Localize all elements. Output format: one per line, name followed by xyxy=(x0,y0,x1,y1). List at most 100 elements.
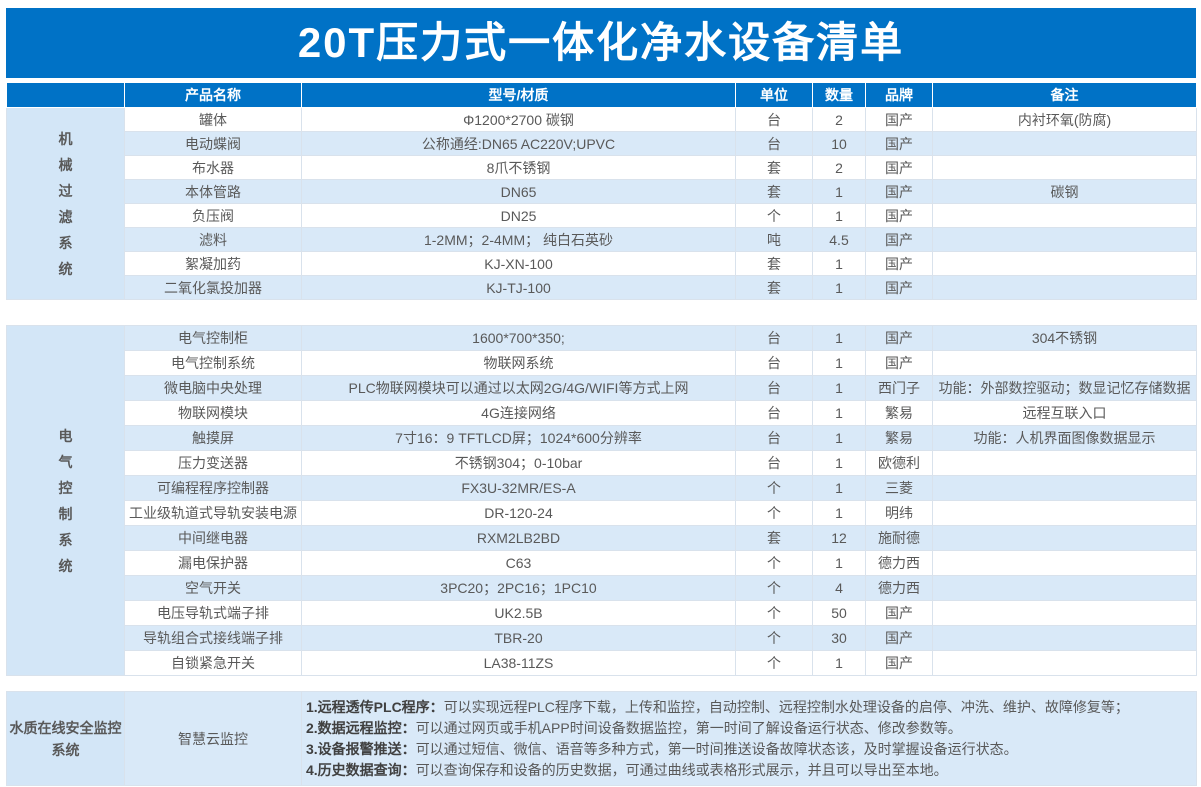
cell-unit: 个 xyxy=(735,625,813,651)
cell-brand: 国产 xyxy=(865,107,933,132)
cell-unit: 个 xyxy=(735,500,813,526)
cell-brand: 国产 xyxy=(865,179,933,204)
table-row: 微电脑中央处理 PLC物联网模块可以通过以太网2G/4G/WIFI等方式上网 台… xyxy=(7,375,1197,401)
cell-unit: 台 xyxy=(735,400,813,426)
cell-brand: 国产 xyxy=(865,325,933,351)
table-row: 电压导轨式端子排 UK2.5B 个 50 国产 xyxy=(7,600,1197,626)
cell-note xyxy=(932,475,1197,501)
table-row: 本体管路 DN65 套 1 国产 碳钢 xyxy=(7,179,1197,204)
cell-note xyxy=(932,450,1197,476)
cell-unit: 台 xyxy=(735,107,813,132)
column-header-brand: 品牌 xyxy=(865,82,933,108)
monitoring-table: 水质在线安全监控系统 智慧云监控 1.远程透传PLC程序：可以实现远程PLC程序… xyxy=(6,691,1197,786)
cell-qty: 1 xyxy=(812,450,866,476)
table-row: 布水器 8爪不锈钢 套 2 国产 xyxy=(7,155,1197,180)
table-row: 可编程程序控制器 FX3U-32MR/ES-A 个 1 三菱 xyxy=(7,475,1197,501)
cell-brand: 德力西 xyxy=(865,550,933,576)
cell-brand: 明纬 xyxy=(865,500,933,526)
cell-unit: 个 xyxy=(735,550,813,576)
table-row: 空气开关 3PC20；2PC16；1PC10 个 4 德力西 xyxy=(7,575,1197,601)
cell-name: 触摸屏 xyxy=(124,425,302,451)
table-row: 工业级轨道式导轨安装电源 DR-120-24 个 1 明纬 xyxy=(7,500,1197,526)
cell-name: 本体管路 xyxy=(124,179,302,204)
cell-model: 4G连接网络 xyxy=(301,400,736,426)
cell-model: KJ-XN-100 xyxy=(301,251,736,276)
cell-brand: 国产 xyxy=(865,251,933,276)
table-row: 机械过滤系统 罐体 Φ1200*2700 碳钢 台 2 国产 内衬环氧(防腐) xyxy=(6,107,1197,300)
cell-qty: 2 xyxy=(812,107,866,132)
cell-name: 压力变送器 xyxy=(124,450,302,476)
feature-line: 2.数据远程监控：可以通过网页或手机APP时间设备数据监控，第一时间了解设备运行… xyxy=(306,718,1192,739)
cell-name: 电气控制系统 xyxy=(124,350,302,376)
cell-model: KJ-TJ-100 xyxy=(301,275,736,300)
cell-brand: 国产 xyxy=(865,650,933,676)
feature-text: 可以通过网页或手机APP时间设备数据监控，第一时间了解设备运行状态、修改参数等。 xyxy=(415,719,962,736)
cell-name: 导轨组合式接线端子排 xyxy=(124,625,302,651)
cell-brand: 繁易 xyxy=(865,425,933,451)
header-row: 产品名称 型号/材质 单位 数量 品牌 备注 xyxy=(6,82,1197,108)
column-header-model: 型号/材质 xyxy=(301,82,736,108)
cell-note: 功能：外部数控驱动；数显记忆存储数据 xyxy=(932,375,1197,401)
cell-brand: 欧德利 xyxy=(865,450,933,476)
column-header-unit: 单位 xyxy=(735,82,813,108)
cell-model: FX3U-32MR/ES-A xyxy=(301,475,736,501)
cell-qty: 1 xyxy=(812,251,866,276)
table-row: 物联网模块 4G连接网络 台 1 繁易 远程互联入口 xyxy=(7,400,1197,426)
cell-name: 二氧化氯投加器 xyxy=(124,275,302,300)
table-row: 中间继电器 RXM2LB2BD 套 12 施耐德 xyxy=(7,525,1197,551)
section-spacer xyxy=(6,676,1196,691)
cell-unit: 套 xyxy=(735,275,813,300)
cell-model: UK2.5B xyxy=(301,600,736,626)
feature-text: 可以通过短信、微信、语音等多种方式，第一时间推送设备故障状态该，及时掌握设备运行… xyxy=(415,740,1018,757)
cell-qty: 1 xyxy=(812,650,866,676)
cell-name: 物联网模块 xyxy=(124,400,302,426)
table-row: 负压阀 DN25 个 1 国产 xyxy=(7,203,1197,228)
cell-name: 电压导轨式端子排 xyxy=(124,600,302,626)
table-row: 絮凝加药 KJ-XN-100 套 1 国产 xyxy=(7,251,1197,276)
cell-unit: 套 xyxy=(735,179,813,204)
section-group-label: 电气控制系统 xyxy=(6,325,125,676)
cell-unit: 套 xyxy=(735,155,813,180)
cell-qty: 1 xyxy=(812,203,866,228)
cell-note xyxy=(932,203,1197,228)
feature-line: 1.远程透传PLC程序：可以实现远程PLC程序下载，上传和监控，自动控制、远程控… xyxy=(306,697,1192,718)
cell-brand: 国产 xyxy=(865,600,933,626)
cell-model: 3PC20；2PC16；1PC10 xyxy=(301,575,736,601)
table-row: 电动蝶阀 公称通经:DN65 AC220V;UPVC 台 10 国产 xyxy=(7,131,1197,156)
cell-qty: 12 xyxy=(812,525,866,551)
cell-brand: 三菱 xyxy=(865,475,933,501)
cell-name: 负压阀 xyxy=(124,203,302,228)
cell-note xyxy=(932,227,1197,252)
feature-line: 3.设备报警推送：可以通过短信、微信、语音等多种方式，第一时间推送设备故障状态该… xyxy=(306,739,1192,760)
feature-text: 可以实现远程PLC程序下载，上传和监控，自动控制、远程控制水处理设备的启停、冲洗… xyxy=(443,698,1129,715)
table-row: 电气控制系统 物联网系统 台 1 国产 xyxy=(7,350,1197,376)
cell-qty: 1 xyxy=(812,550,866,576)
page-title: 20T压力式一体化净水设备清单 xyxy=(6,8,1196,78)
cell-brand: 西门子 xyxy=(865,375,933,401)
cell-note: 内衬环氧(防腐) xyxy=(932,107,1197,132)
cell-model: LA38-11ZS xyxy=(301,650,736,676)
feature-label: 2.数据远程监控： xyxy=(306,719,416,736)
cell-brand: 国产 xyxy=(865,155,933,180)
cell-note: 碳钢 xyxy=(932,179,1197,204)
cell-qty: 1 xyxy=(812,400,866,426)
cell-note xyxy=(932,525,1197,551)
table-row: 自锁紧急开关 LA38-11ZS 个 1 国产 xyxy=(7,650,1197,676)
cell-note xyxy=(932,625,1197,651)
cell-model: TBR-20 xyxy=(301,625,736,651)
mechanical-filter-table: 产品名称 型号/材质 单位 数量 品牌 备注 机械过滤系统 罐体 Φ1200*2… xyxy=(6,82,1197,300)
cell-unit: 套 xyxy=(735,525,813,551)
section-group-label: 机械过滤系统 xyxy=(6,107,125,300)
cell-model: 7寸16：9 TFTLCD屏；1024*600分辨率 xyxy=(301,425,736,451)
cell-brand: 国产 xyxy=(865,203,933,228)
cell-name: 工业级轨道式导轨安装电源 xyxy=(124,500,302,526)
cell-unit: 吨 xyxy=(735,227,813,252)
column-header-note: 备注 xyxy=(932,82,1197,108)
cell-note xyxy=(932,251,1197,276)
cell-note xyxy=(932,575,1197,601)
cell-name: 中间继电器 xyxy=(124,525,302,551)
cell-model: C63 xyxy=(301,550,736,576)
column-header-qty: 数量 xyxy=(812,82,866,108)
cell-unit: 个 xyxy=(735,600,813,626)
table-row: 触摸屏 7寸16：9 TFTLCD屏；1024*600分辨率 台 1 繁易 功能… xyxy=(7,425,1197,451)
